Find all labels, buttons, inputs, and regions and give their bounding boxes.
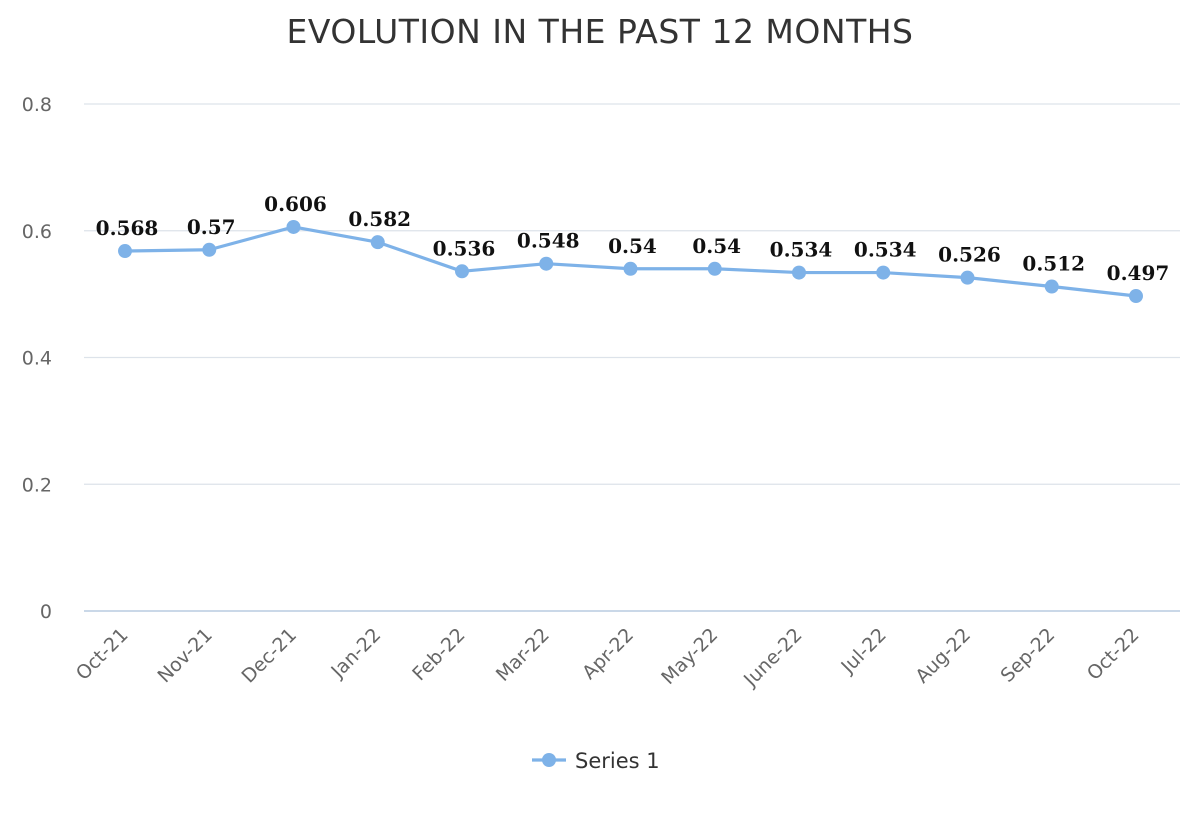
data-point[interactable] <box>370 235 385 250</box>
legend-label: Series 1 <box>575 749 660 773</box>
data-label: 0.512 <box>1022 252 1085 276</box>
x-tick-label: Aug-22 <box>911 624 975 688</box>
y-tick-label: 0 <box>40 601 52 623</box>
x-tick-label: Feb-22 <box>408 624 469 685</box>
data-label: 0.568 <box>96 216 159 240</box>
data-point[interactable] <box>202 242 217 257</box>
data-label: 0.526 <box>938 243 1001 267</box>
y-tick-label: 0.4 <box>22 348 52 370</box>
data-label: 0.582 <box>348 207 411 231</box>
data-point[interactable] <box>539 256 554 271</box>
data-point[interactable] <box>960 270 975 285</box>
x-axis: Oct-21 Nov-21 Dec-21 Jan-22 Feb-22 Mar-22 Apr-… <box>72 624 1144 691</box>
data-point[interactable] <box>876 265 891 280</box>
data-point[interactable] <box>1044 279 1059 294</box>
data-label: 0.497 <box>1107 261 1170 285</box>
data-point[interactable] <box>1129 289 1143 304</box>
gridlines <box>84 103 1180 612</box>
data-label: 0.548 <box>517 229 580 253</box>
data-point[interactable] <box>623 261 638 276</box>
y-tick-label: 0.6 <box>22 221 52 243</box>
x-tick-label: Dec-21 <box>238 624 302 688</box>
chart-title: EVOLUTION IN THE PAST 12 MONTHS <box>286 12 914 51</box>
x-tick-label: June-22 <box>739 624 806 691</box>
x-tick-label: Oct-22 <box>1083 624 1144 685</box>
y-axis: 0 0.2 0.4 0.6 0.8 <box>22 94 52 623</box>
x-tick-label: May-22 <box>657 624 722 689</box>
data-point[interactable] <box>286 219 301 234</box>
data-labels: 0.568 0.57 0.606 0.582 0.536 0.548 0.54 0.54 0.5… <box>96 192 1170 285</box>
x-tick-label: Mar-22 <box>492 624 554 686</box>
legend-marker <box>542 753 556 767</box>
x-tick-label: Oct-21 <box>72 624 133 685</box>
x-tick-label: Nov-21 <box>153 624 216 687</box>
data-point[interactable] <box>792 265 806 280</box>
data-label: 0.534 <box>770 238 833 262</box>
series-layer <box>118 219 1143 304</box>
data-label: 0.57 <box>187 215 236 239</box>
x-tick-label: Jan-22 <box>326 624 385 683</box>
data-label: 0.54 <box>608 234 657 258</box>
data-label: 0.536 <box>433 236 496 260</box>
data-point[interactable] <box>455 264 469 279</box>
data-point[interactable] <box>707 261 722 276</box>
x-tick-label: Jul-22 <box>836 624 890 678</box>
data-point[interactable] <box>118 244 132 259</box>
y-tick-label: 0.2 <box>22 474 52 496</box>
x-tick-label: Sep-22 <box>996 624 1059 687</box>
data-label: 0.606 <box>264 192 327 216</box>
y-tick-label: 0.8 <box>22 94 52 116</box>
legend[interactable]: Series 1 <box>532 749 660 773</box>
data-label: 0.54 <box>692 234 741 258</box>
data-label: 0.534 <box>854 238 917 262</box>
x-tick-label: Apr-22 <box>578 624 638 684</box>
